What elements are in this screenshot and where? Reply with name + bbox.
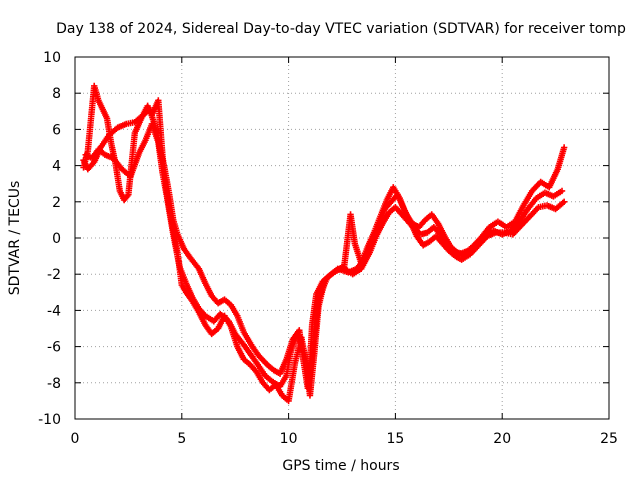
x-tick-label: 20 xyxy=(493,431,511,447)
chart-title: Day 138 of 2024, Sidereal Day-to-day VTE… xyxy=(56,21,626,37)
data-point xyxy=(560,198,568,205)
x-tick-label: 15 xyxy=(386,431,404,447)
y-tick-label: -6 xyxy=(47,340,61,356)
x-axis-label: GPS time / hours xyxy=(282,458,399,474)
y-tick-label: -8 xyxy=(47,376,61,392)
series-track-c xyxy=(82,120,568,390)
y-tick-label: 0 xyxy=(52,231,61,247)
y-tick-label: -2 xyxy=(47,267,61,283)
grid-lines xyxy=(75,57,609,419)
y-axis-label: SDTVAR / TECUs xyxy=(7,181,23,296)
y-tick-label: 6 xyxy=(52,122,61,138)
x-tick-label: 25 xyxy=(600,431,618,447)
y-tick-label: 4 xyxy=(52,159,61,175)
y-tick-label: 2 xyxy=(52,195,61,211)
x-tick-label: 10 xyxy=(280,431,298,447)
y-tick-label: -10 xyxy=(38,412,61,428)
y-tick-label: 10 xyxy=(43,50,61,66)
y-tick-labels: -10 -8 -6 -4 -2 0 2 4 6 8 10 xyxy=(38,50,61,428)
x-tick-label: 0 xyxy=(71,431,80,447)
x-tick-label: 5 xyxy=(177,431,186,447)
data-markers xyxy=(80,82,568,405)
x-tick-labels: 0 5 10 15 20 25 xyxy=(71,431,618,447)
data-point xyxy=(558,187,566,195)
axis-ticks xyxy=(74,56,610,420)
y-tick-label: 8 xyxy=(52,86,61,102)
data-point xyxy=(560,144,568,151)
y-tick-label: -4 xyxy=(47,303,61,319)
